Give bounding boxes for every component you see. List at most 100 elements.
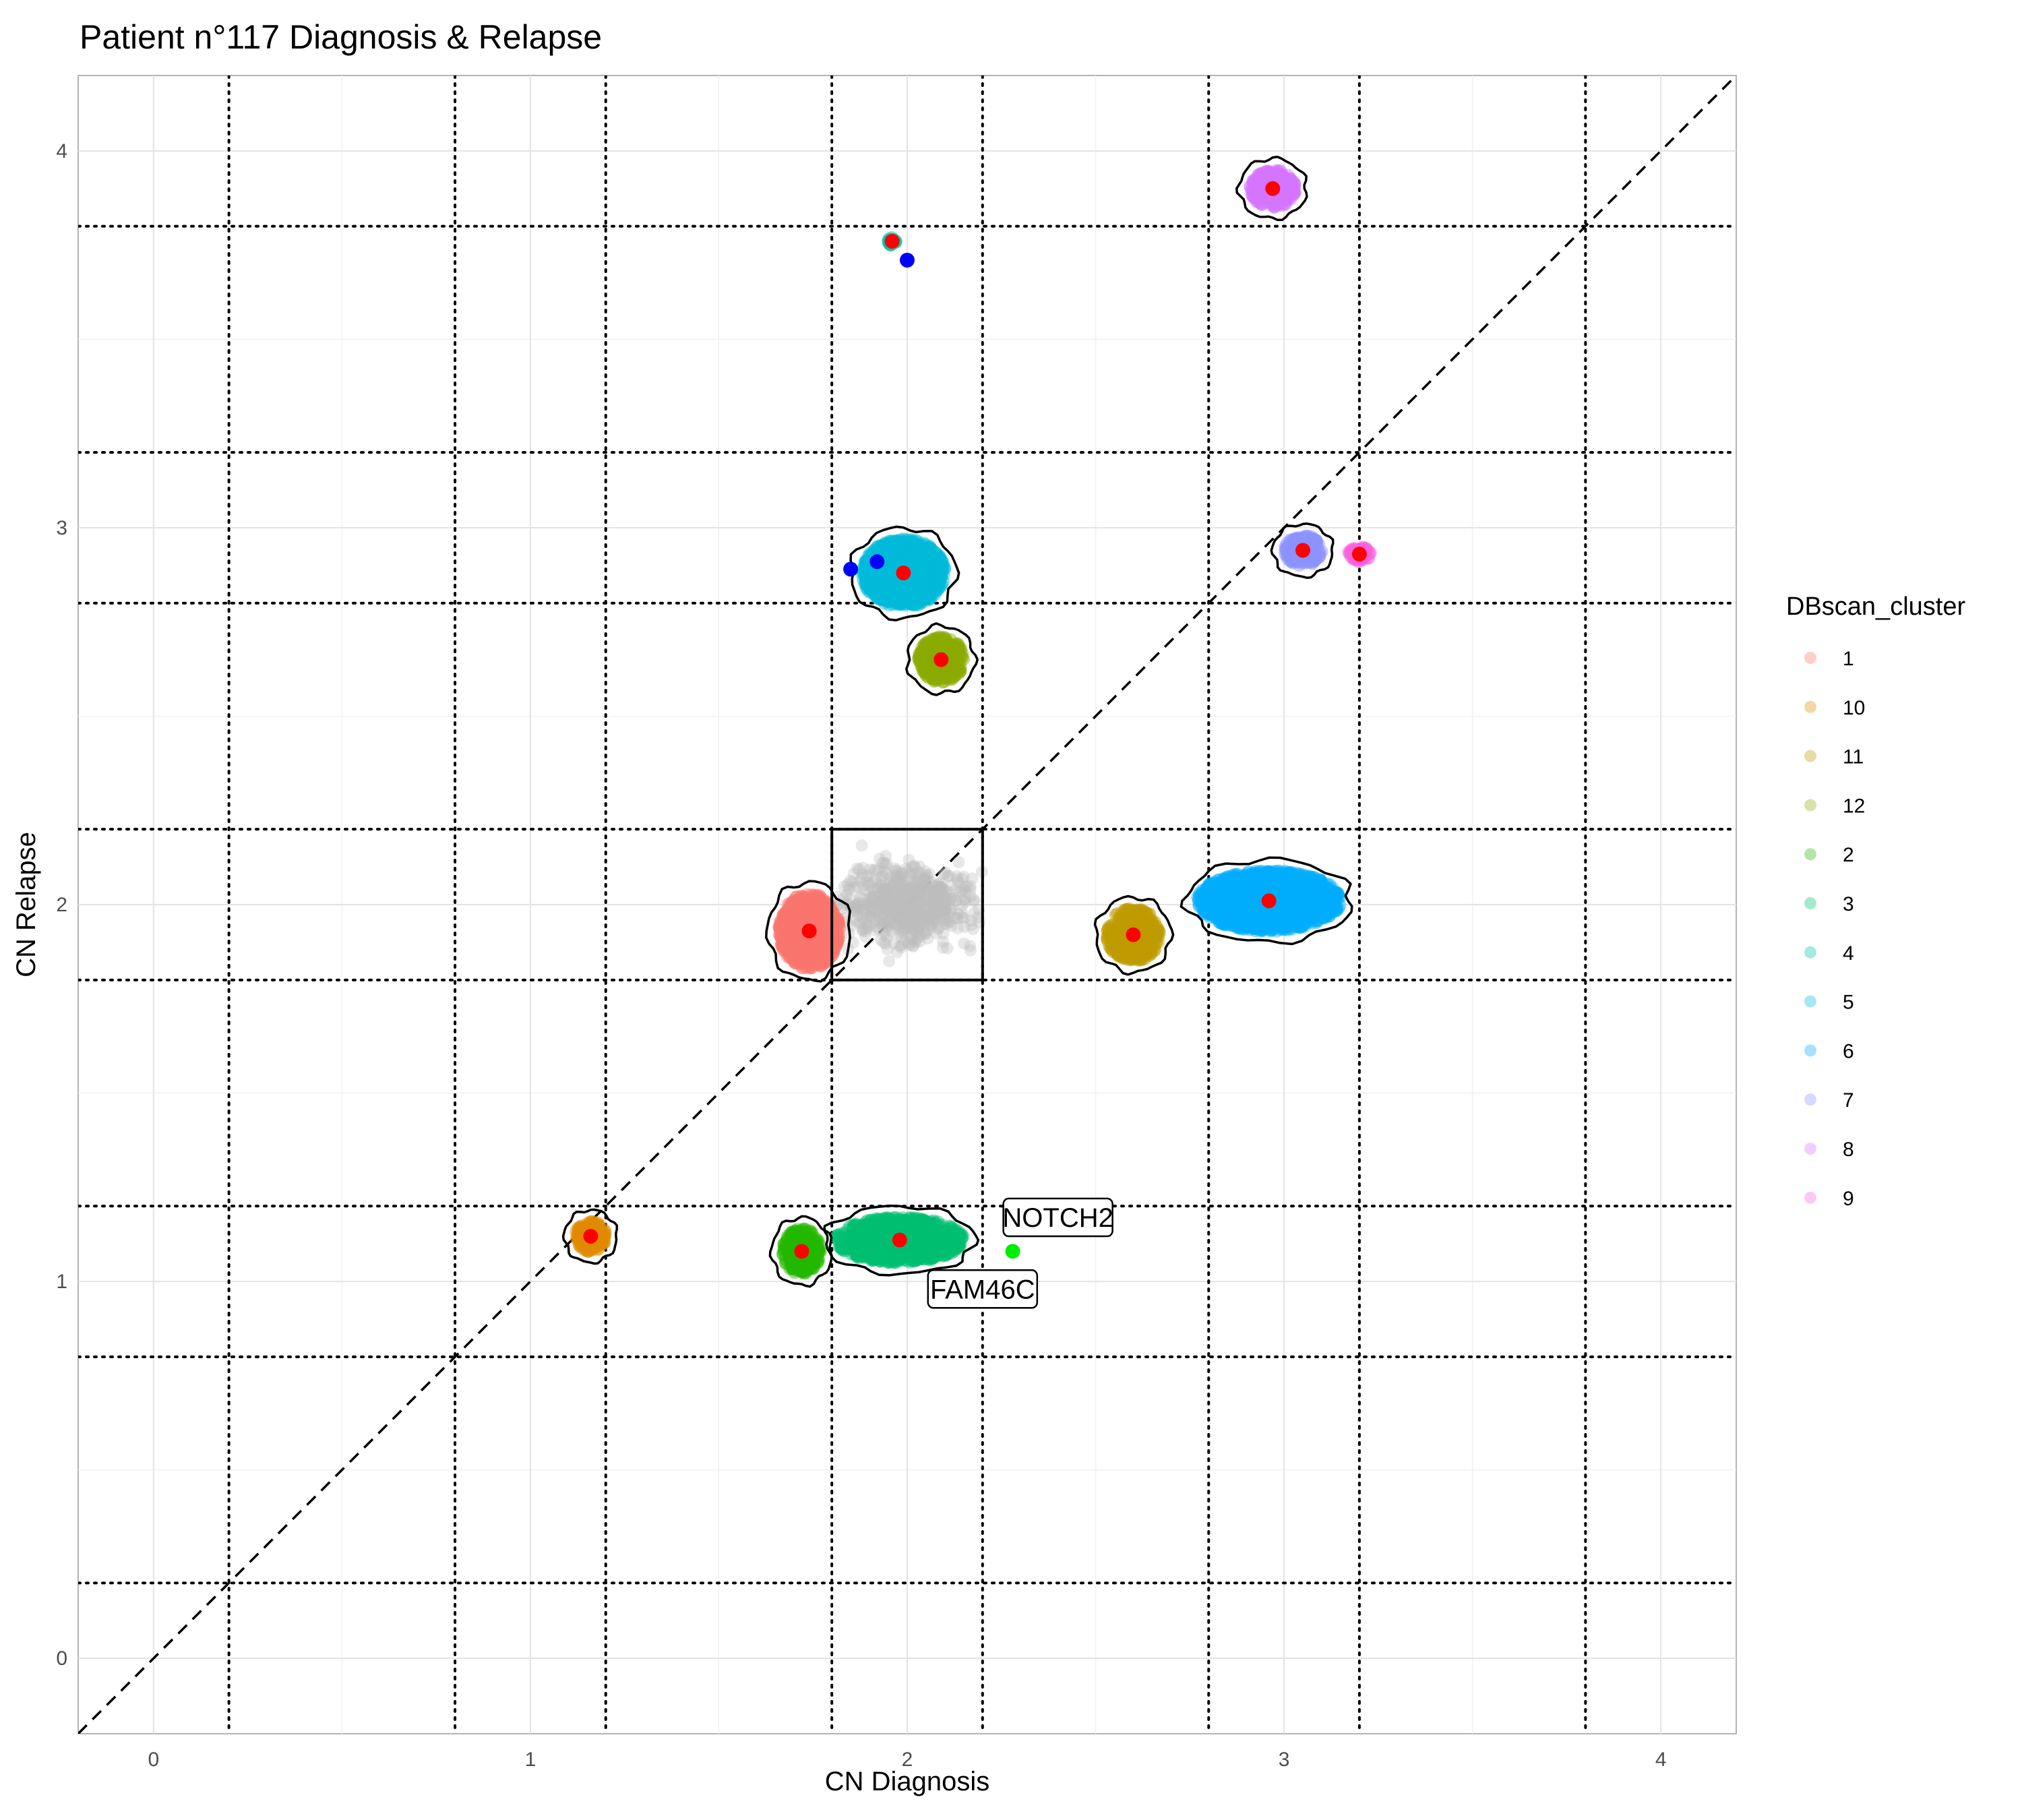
unclustered-point: [921, 910, 934, 923]
unclustered-point: [911, 905, 923, 918]
unclustered-point: [857, 913, 869, 926]
unclustered-point: [897, 879, 910, 892]
unclustered-point: [912, 915, 925, 928]
unclustered-point: [902, 894, 915, 907]
unclustered-point: [905, 891, 918, 904]
cluster-point: [791, 904, 805, 918]
unclustered-point: [861, 899, 874, 911]
cluster-point: [791, 952, 805, 966]
unclustered-point: [891, 892, 904, 905]
cluster-point: [784, 903, 798, 917]
unclustered-point: [913, 921, 926, 934]
unclustered-point: [911, 872, 923, 884]
unclustered-point: [920, 868, 933, 881]
unclustered-point: [855, 872, 868, 884]
unclustered-point: [938, 890, 951, 903]
unclustered-point: [908, 876, 921, 889]
unclustered-point: [901, 921, 914, 934]
unclustered-point: [892, 911, 905, 923]
unclustered-point: [914, 896, 927, 909]
unclustered-point: [933, 884, 946, 897]
cluster-point: [804, 961, 818, 975]
unclustered-point: [876, 915, 889, 928]
unclustered-point: [881, 915, 894, 928]
cluster-point: [789, 943, 803, 957]
cluster-point: [785, 919, 799, 934]
unclustered-point: [884, 877, 896, 890]
unclustered-point: [927, 894, 940, 907]
cluster-point: [818, 946, 832, 961]
unclustered-point: [926, 879, 939, 892]
cluster-point: [898, 597, 912, 611]
unclustered-point: [904, 870, 917, 882]
unclustered-point: [884, 892, 896, 905]
cluster-point: [780, 917, 795, 931]
unclustered-point: [860, 907, 873, 920]
unclustered-point: [912, 887, 925, 900]
cluster-point: [788, 923, 802, 937]
unclustered-point: [899, 894, 912, 907]
unclustered-point: [877, 870, 890, 882]
unclustered-point: [885, 880, 898, 892]
unclustered-point: [931, 923, 944, 936]
cluster-point: [826, 911, 840, 926]
unclustered-point: [909, 916, 921, 929]
cluster-point: [815, 901, 829, 915]
unclustered-point: [874, 897, 887, 909]
unclustered-point: [908, 919, 921, 932]
unclustered-point: [888, 905, 901, 918]
unclustered-point: [841, 896, 854, 909]
unclustered-point: [939, 897, 952, 910]
cluster-point: [883, 566, 897, 580]
unclustered-point: [889, 862, 902, 875]
unclustered-point: [897, 913, 910, 926]
unclustered-point: [917, 894, 930, 907]
cluster-point: [807, 900, 822, 914]
unclustered-point: [895, 915, 908, 928]
cluster-point: [818, 903, 832, 917]
unclustered-point: [906, 874, 919, 887]
cluster-point: [786, 909, 800, 923]
cluster-point: [816, 919, 830, 933]
unclustered-point: [867, 917, 880, 930]
cluster-point: [789, 901, 803, 915]
unclustered-point: [914, 884, 927, 897]
cluster-point: [796, 896, 810, 910]
cluster-point: [590, 1242, 605, 1256]
unclustered-point: [919, 890, 931, 903]
cluster-point: [779, 940, 793, 954]
unclustered-point: [887, 937, 900, 950]
unclustered-point: [896, 899, 909, 912]
unclustered-point: [885, 925, 898, 938]
unclustered-point: [909, 894, 921, 907]
cluster-point: [792, 909, 806, 923]
unclustered-point: [852, 901, 865, 913]
cluster-point: [815, 907, 829, 921]
unclustered-point: [919, 865, 931, 878]
cluster-point: [954, 1227, 969, 1242]
unclustered-point: [934, 888, 947, 901]
unclustered-point: [849, 914, 861, 927]
unclustered-point: [933, 888, 946, 901]
unclustered-point: [915, 895, 928, 908]
cluster-point: [777, 936, 791, 950]
cluster-point: [805, 947, 819, 961]
cluster-point: [798, 894, 812, 909]
cluster-point: [810, 944, 824, 959]
cluster-point: [810, 905, 824, 919]
unclustered-point: [871, 899, 884, 911]
unclustered-point: [913, 866, 926, 879]
unclustered-point: [861, 921, 874, 934]
cluster-point: [811, 943, 826, 957]
cluster-point: [799, 909, 813, 923]
unclustered-point: [918, 874, 931, 887]
unclustered-point: [893, 901, 906, 913]
unclustered-point: [923, 909, 936, 922]
unclustered-point: [859, 925, 872, 938]
cluster-point: [791, 937, 805, 951]
unclustered-point: [898, 884, 911, 897]
unclustered-point: [940, 903, 952, 916]
cluster-point: [776, 931, 791, 945]
unclustered-point: [891, 919, 904, 932]
unclustered-point: [915, 929, 927, 942]
